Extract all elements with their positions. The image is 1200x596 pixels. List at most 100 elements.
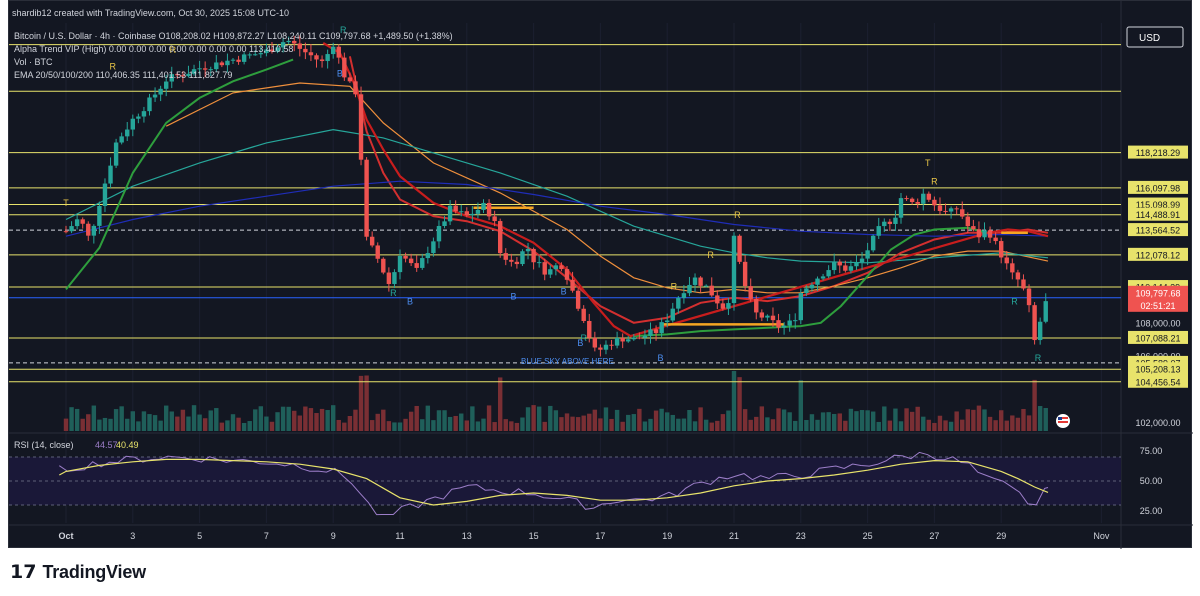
volume-bar-170 [1010,415,1015,431]
y-label-5: 112,078.12 [1136,250,1180,260]
candle-body-85 [536,262,542,264]
candle-body-79 [503,253,508,260]
rsi-ma-value: 40.49 [116,440,139,450]
volume-bar-78 [498,377,503,431]
signal-label-4: B [337,68,343,78]
rsi-line [59,451,1049,516]
volume-bar-115 [703,419,709,431]
candle-body-35 [258,53,264,55]
volume-bar-67 [436,410,442,431]
candle-body-163 [971,226,976,230]
candle-body-42 [297,43,302,49]
legend-volume[interactable]: Vol · BTC [14,57,53,67]
candle-body-47 [325,54,330,62]
volume-bar-44 [308,408,314,431]
y-label-2: 115,098.99 [1136,200,1180,210]
candle-body-75 [481,202,486,210]
candle-body-95 [592,337,598,348]
volume-bar-23 [191,405,197,431]
x-tick-label-0: Oct [58,531,73,541]
volume-bar-61 [403,418,408,431]
candle-body-56 [375,245,380,259]
candle-body-53 [358,94,364,160]
volume-bar-55 [369,420,375,431]
y-label-0: 118,218.29 [1136,148,1180,158]
volume-bar-125 [759,406,765,431]
volume-bar-111 [681,418,687,431]
candle-body-164 [976,229,982,238]
y-label-9: 107,088.21 [1135,333,1180,343]
currency-box[interactable] [1126,26,1184,48]
signal-label-0: T [63,198,69,208]
volume-bar-85 [536,406,542,431]
candle-body-172 [1021,279,1026,289]
volume-bar-37 [269,421,275,431]
candle-body-67 [436,225,442,242]
volume-bar-12 [130,411,135,431]
volume-bar-0 [63,418,69,431]
volume-bar-112 [687,409,692,431]
candle-body-150 [898,198,904,218]
volume-bar-5 [91,405,97,431]
x-tick-label-5: 11 [395,531,404,541]
y-label-box-2 [1128,197,1188,211]
alpha-trend-red-line [322,42,1049,338]
volume-bar-29 [225,420,230,431]
candle-body-26 [208,69,213,71]
volume-bar-26 [208,410,213,431]
volume-bar-143 [859,410,865,431]
rsi-title[interactable]: RSI (14, close) [14,440,74,450]
signal-label-10: B [577,338,583,348]
legend-symbol[interactable]: Bitcoin / U.S. Dollar · 4h · Coinbase O1… [14,31,453,41]
volume-bar-153 [915,406,920,431]
current-price-label: 109,797.68 [1135,288,1180,298]
x-axis: Oct 3 5 7 9 11 13 15 17 19 21 23 25 27 29 Nov [58,531,1109,541]
volume-bar-76 [486,405,492,431]
candle-body-116 [709,285,714,296]
x-tick-label-15: Nov [1093,531,1110,541]
volume-bar-10 [119,406,124,431]
signal-label-12: R [671,281,678,291]
volume-bar-56 [375,413,380,431]
volume-bar-109 [670,414,675,431]
candle-body-152 [909,198,915,202]
volume-bar-21 [180,409,186,431]
volume-bar-38 [275,412,280,431]
candle-body-148 [887,221,893,224]
volume-bar-54 [364,375,369,431]
volume-bar-60 [397,422,403,431]
volume-bar-28 [219,422,225,431]
volume-bar-91 [570,416,575,431]
volume-bar-149 [893,408,898,431]
candle-body-73 [470,213,475,216]
candle-body-170 [1010,263,1015,273]
candle-body-65 [425,253,431,259]
alpha-trend-lines [65,42,1049,338]
y-label-box-12 [1128,362,1188,376]
candle-body-38 [275,47,280,52]
candle-body-5 [91,225,97,236]
volume-bar-63 [414,405,419,431]
volume-bar-66 [431,420,436,431]
volume-bar-103 [637,408,642,431]
y-label-box-13 [1128,374,1188,388]
candle-body-106 [653,329,659,334]
candle-body-51 [347,77,353,82]
us-flag-icon[interactable] [1056,414,1070,428]
candle-body-124 [754,298,759,313]
legend-ema[interactable]: EMA 20/50/100/200 110,406.35 111,401.53 … [14,70,232,80]
candle-body-167 [993,237,998,242]
candle-body-96 [598,347,603,350]
volume-bar-144 [865,410,870,431]
candle-body-99 [614,337,620,346]
volume-bar-46 [319,408,325,431]
candle-body-46 [319,59,325,62]
volume-bar-126 [765,417,770,431]
legend-alpha-trend[interactable]: Alpha Trend VIP (High) 0.00 0.00 0.00 0.… [14,44,293,54]
rsi-axis-label-0: 75.00 [1140,446,1163,456]
candle-body-176 [1043,301,1048,322]
candle-body-161 [960,209,965,217]
volume-bar-117 [715,420,720,431]
